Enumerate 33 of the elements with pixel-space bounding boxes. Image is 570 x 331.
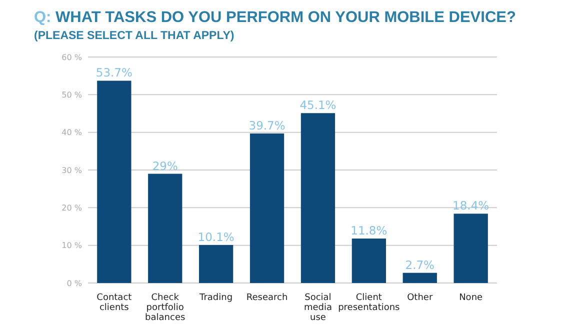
x-tick-label: Social media use <box>304 293 332 323</box>
y-tick-label: 50 % <box>62 90 82 100</box>
y-tick-label: 10 % <box>62 241 82 250</box>
bar <box>454 214 488 283</box>
data-label: 39.7% <box>248 118 286 132</box>
bar <box>300 113 336 283</box>
x-tick-label: Other <box>407 293 433 303</box>
data-label: 18.4% <box>452 198 490 213</box>
bar <box>97 80 132 283</box>
data-label: 53.7% <box>96 66 132 80</box>
bar <box>352 238 386 283</box>
data-label: 11.8% <box>350 224 388 238</box>
bar <box>199 244 234 283</box>
data-label: 2.7% <box>405 258 435 272</box>
x-tick-label: Research <box>246 293 288 303</box>
bar <box>402 272 437 283</box>
y-tick-label: 40 % <box>62 128 82 138</box>
data-label: 10.1% <box>198 230 234 244</box>
x-tick-label: Contact clients <box>96 293 132 313</box>
data-label: 45.1% <box>300 98 336 112</box>
x-tick-label: Trading <box>198 293 233 303</box>
chart-subtitle: (PLEASE SELECT ALL THAT APPLY) <box>34 30 234 42</box>
y-tick-label: 30 % <box>62 166 82 175</box>
y-tick-label: 60 % <box>62 52 82 62</box>
chart-title: Q: WHAT TASKS DO YOU PERFORM ON YOUR MOBILE DEVICE? <box>34 9 516 26</box>
bar <box>250 133 284 283</box>
y-tick-label: 0 % <box>66 278 82 288</box>
data-label: 29% <box>152 158 178 173</box>
x-tick-label: None <box>459 293 484 303</box>
bar <box>148 174 182 283</box>
x-tick-label: Check portfolio balances <box>145 293 186 323</box>
x-tick-label: Client presentations <box>338 293 400 313</box>
y-tick-label: 20 % <box>62 203 82 212</box>
